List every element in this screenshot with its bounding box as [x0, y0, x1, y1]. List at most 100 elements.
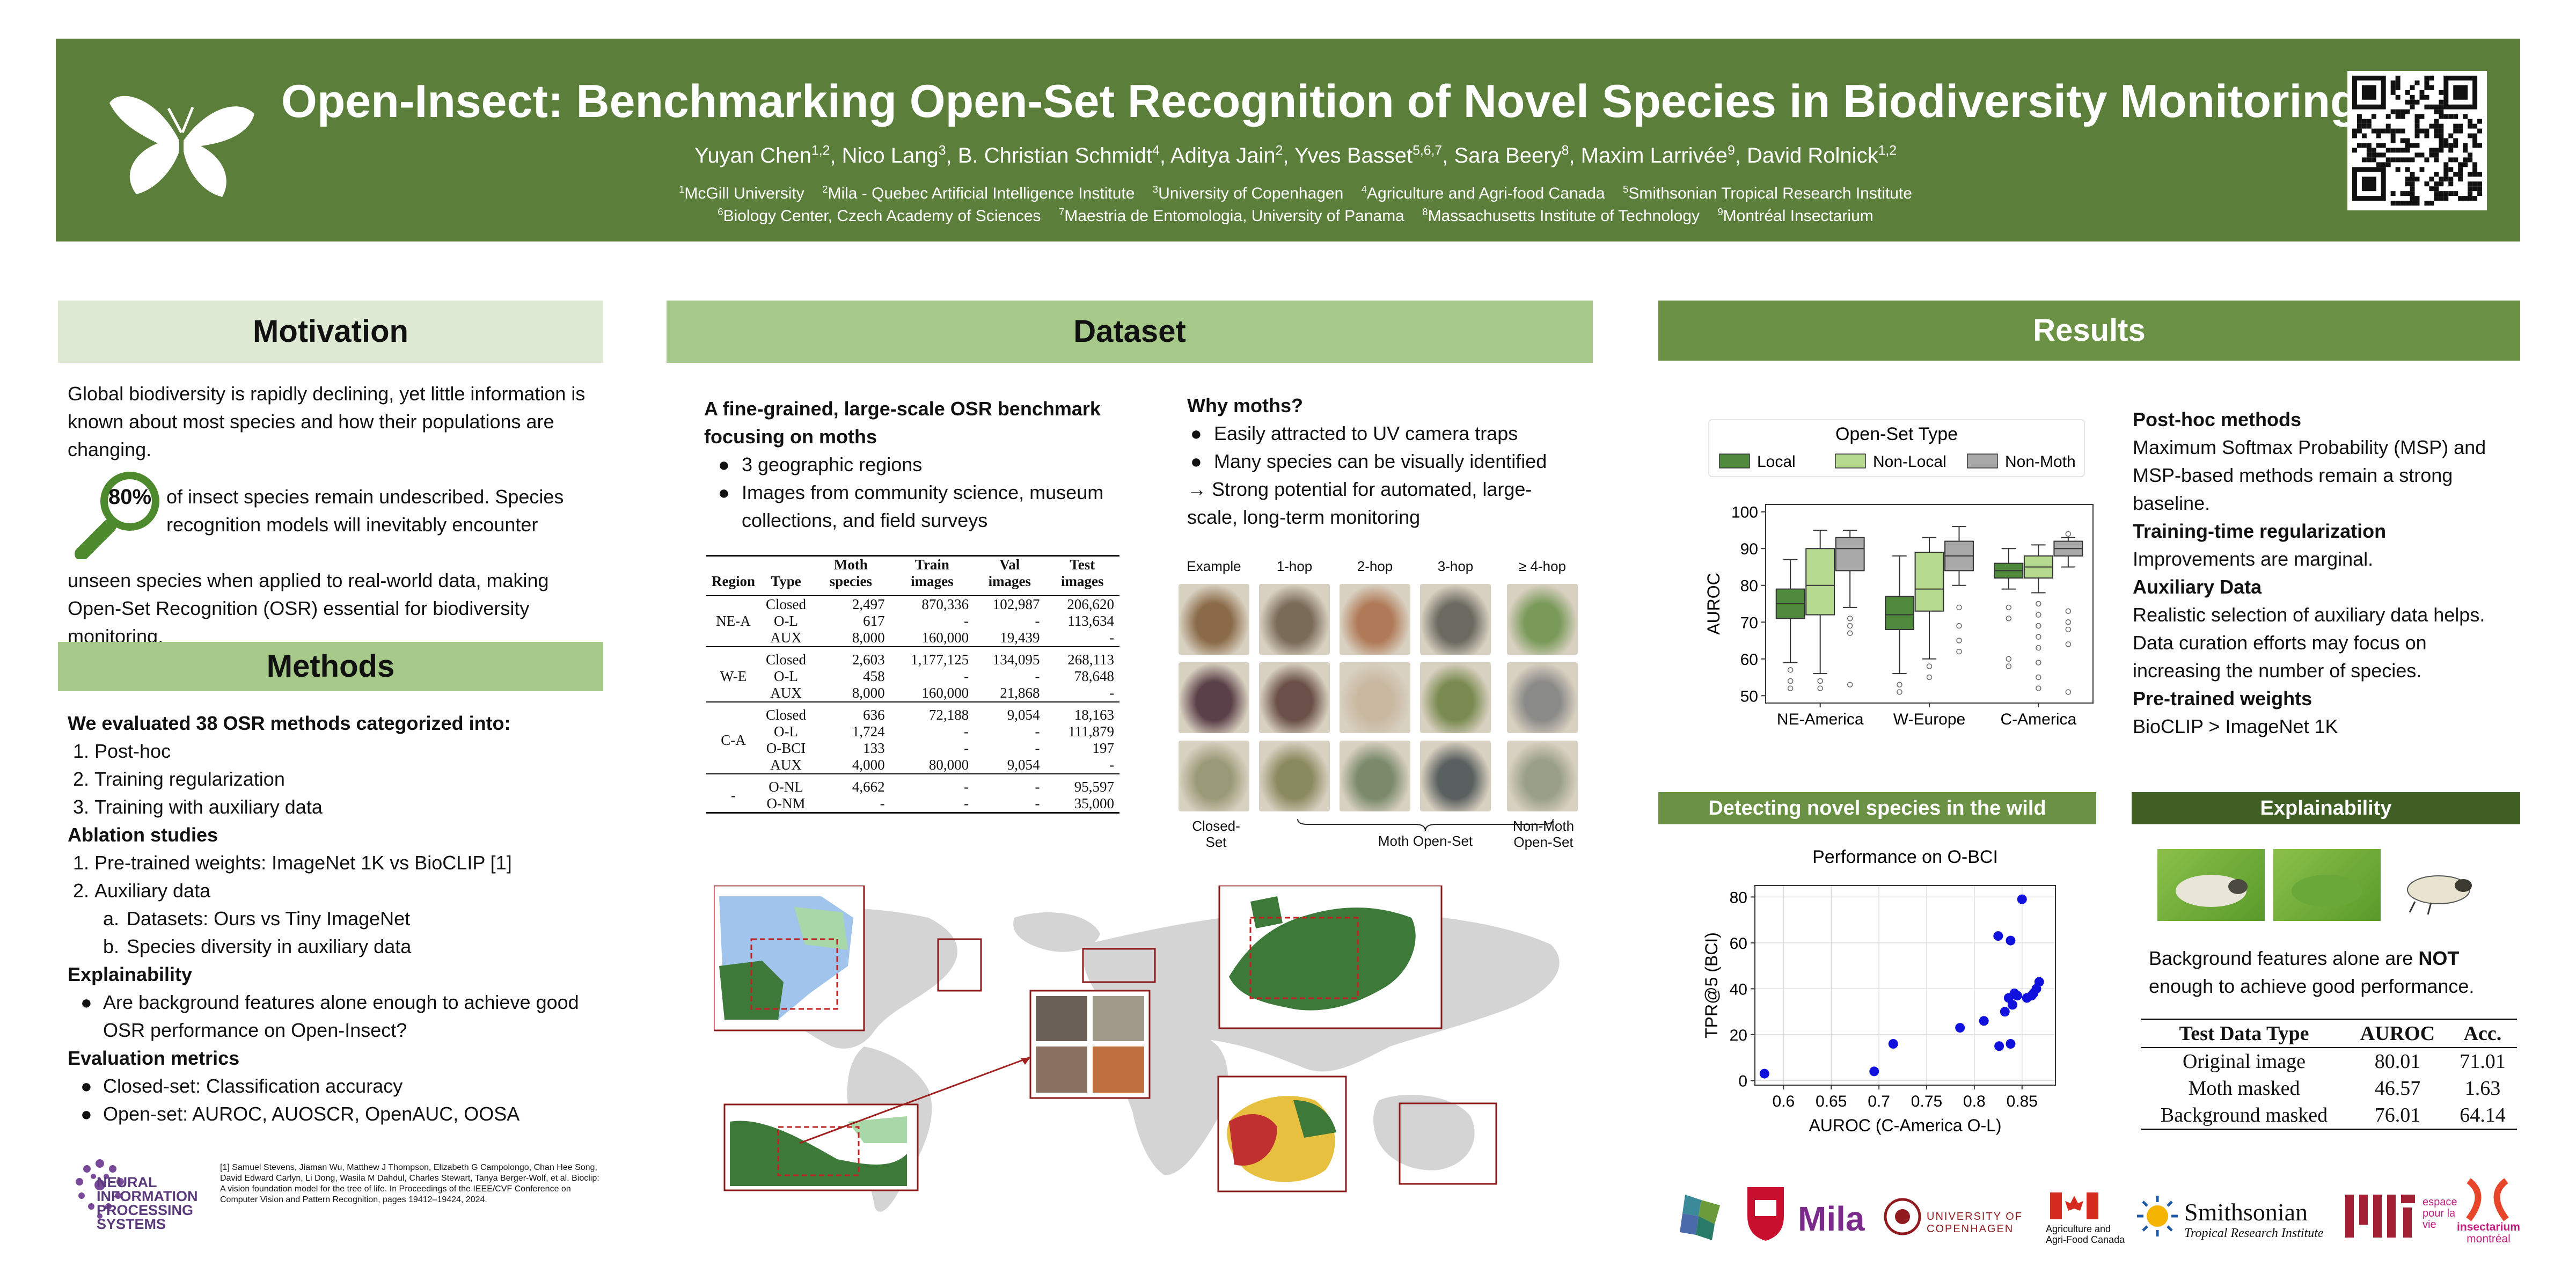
dataset-table-cell: 134,095 — [992, 652, 1040, 668]
moth-photo — [1507, 741, 1578, 811]
x-axis-label: AUROC (C-America O-L) — [1809, 1116, 2001, 1135]
outlier-point — [1897, 682, 1902, 687]
dataset-table-cell: AUX — [770, 757, 802, 773]
detecting-heading: Detecting novel species in the wild — [1658, 792, 2096, 824]
insectarium-line-1: insectarium — [2457, 1221, 2520, 1233]
dataset-table-cell: 1,177,125 — [911, 652, 969, 668]
explain-not: NOT — [2418, 947, 2460, 969]
box-local-c-america — [1994, 548, 2024, 669]
moth-open-set-label: Moth Open-Set — [1378, 833, 1473, 849]
neurips-line-3: PROCESSING — [97, 1202, 194, 1218]
author-affil-sup: 8 — [1561, 144, 1569, 158]
motivation-heading: Motivation — [58, 301, 603, 363]
moth-photo — [1340, 584, 1410, 655]
espace-line-1: espace — [2423, 1196, 2457, 1208]
y-tick-label: 0 — [1738, 1072, 1747, 1090]
moth-masked-photo — [2273, 849, 2381, 921]
scatter-point — [1869, 1066, 1879, 1077]
dataset-table-cell: - — [964, 613, 969, 629]
outlier-point — [2036, 674, 2041, 680]
qr-code-icon[interactable] — [2347, 71, 2487, 210]
box-non-moth-w-europe — [1944, 526, 1974, 655]
posthoc-heading: Post-hoc methods — [2133, 408, 2302, 430]
x-tick-label: NE-America — [1777, 711, 1864, 728]
mila-logo: Mila — [1798, 1199, 1865, 1238]
dataset-table-cell: 113,634 — [1067, 613, 1114, 629]
dataset-table-cell: 80,000 — [928, 757, 969, 773]
dataset-table-header: Val images — [988, 557, 1031, 589]
table-row: Moth masked 46.57 1.63 — [2141, 1075, 2517, 1102]
author-name: Yuyan Chen1,2 — [694, 144, 830, 168]
dataset-table-cell: - — [1035, 740, 1040, 756]
y-tick-label: 60 — [1740, 651, 1758, 669]
affiliation: 9Montréal Insectarium — [1717, 206, 1874, 225]
scatter-frame — [1754, 885, 2056, 1086]
outlier-point — [2006, 604, 2012, 611]
moth-photo — [1340, 741, 1410, 811]
agri-line-2: Agri-Food Canada — [2046, 1234, 2125, 1245]
explain-table-cell: 46.57 — [2374, 1077, 2421, 1100]
affiliation-sup: 7 — [1058, 206, 1065, 217]
dataset-table-cell: 8,000 — [852, 685, 885, 701]
box-non-moth-ne-america — [1835, 529, 1865, 687]
neurips-logo-text: NEURAL INFORMATION PROCESSING SYSTEMS — [97, 1174, 225, 1232]
original-image-photo — [2157, 849, 2265, 921]
scatter-point — [2006, 1039, 2016, 1049]
author-name: Sara Beery8 — [1454, 144, 1569, 168]
logo-row: Mila UNIVERSITY OF COPENHAGEN Agricultur… — [1664, 1179, 2520, 1254]
outlier-point — [2036, 612, 2041, 618]
moth-photo — [1507, 662, 1578, 733]
dataset-table-cell: - — [880, 795, 885, 811]
x-tick-label: W-Europe — [1893, 711, 1966, 728]
explainability-method-heading: Explainability — [68, 963, 193, 985]
scatter-point — [2034, 977, 2044, 987]
dataset-table-cell: 870,336 — [921, 596, 969, 612]
y-tick-label: 70 — [1740, 614, 1758, 632]
explainability-results-heading: Explainability — [2132, 792, 2520, 824]
dataset-table-cell: - — [1109, 757, 1114, 773]
grid-column-label: 2-hop — [1357, 558, 1393, 574]
legend-label: Local — [1757, 453, 1796, 471]
legend-swatch — [1967, 453, 1998, 469]
explain-table-header: Acc. — [2463, 1022, 2502, 1045]
y-tick-label: 20 — [1730, 1027, 1747, 1044]
dataset-table-cell: 2,497 — [852, 596, 885, 612]
outlier-point — [2036, 601, 2041, 607]
dataset-table-cell: - — [1109, 685, 1114, 701]
dataset-table-cell: O-NL — [769, 779, 803, 795]
magnifier-icon — [75, 472, 159, 559]
background-masked-photo — [2394, 859, 2485, 918]
dataset-table-cell: - — [964, 795, 969, 811]
y-tick-label: 60 — [1730, 935, 1747, 953]
table-row: AUX 8,000 160,000 19,439 - — [706, 630, 1119, 647]
dataset-table-cell: - — [964, 779, 969, 795]
closed-set-label-1: Closed- — [1192, 818, 1240, 834]
y-tick-label: 100 — [1731, 504, 1758, 522]
explain-table-cell: 80.01 — [2374, 1050, 2421, 1073]
affiliation-sup: 6 — [718, 206, 723, 217]
explainability-finding: Background features alone are NOT enough… — [2149, 945, 2519, 1000]
dataset-table-cell: 197 — [1092, 740, 1115, 756]
explain-table-cell: 71.01 — [2460, 1050, 2506, 1073]
scatter-point — [2000, 1007, 2010, 1017]
outlier-point — [1787, 667, 1794, 673]
non-moth-label: Non-Moth Open-Set — [1501, 818, 1586, 850]
dataset-table-cell: Closed — [766, 596, 807, 612]
obci-scatter-plot: Performance on O-BCI 0.6 0.65 0.7 0.75 0.8 0.8… — [1702, 847, 2056, 1135]
motivation-paragraph-2a: of insect species remain undescribed. Sp… — [166, 486, 564, 536]
affiliation: 4Agriculture and Agri-food Canada — [1361, 184, 1605, 202]
explain-table-header: Test Data Type — [2179, 1022, 2309, 1045]
affiliation: 2Mila - Quebec Artificial Intelligence I… — [822, 184, 1135, 202]
legend-title: Open-Set Type — [1835, 424, 1958, 444]
affiliation: 7Maestria de Entomologia, University of … — [1058, 206, 1404, 225]
neurips-line-1: NEURAL — [97, 1174, 157, 1190]
table-row: O-L 458 - - 78,648 — [706, 668, 1119, 685]
dataset-table-header: Region — [712, 573, 755, 589]
dataset-table-cell: - — [964, 723, 969, 740]
ablation-heading: Ablation studies — [68, 824, 218, 846]
insectarium-line-2: montréal — [2467, 1233, 2511, 1245]
posthoc-text: Maximum Softmax Probability (MSP) and MS… — [2133, 436, 2486, 514]
outlier-point — [1817, 685, 1823, 691]
author-affil-sup: 5,6,7 — [1413, 144, 1443, 158]
mit-logo-icon — [2345, 1195, 2415, 1238]
